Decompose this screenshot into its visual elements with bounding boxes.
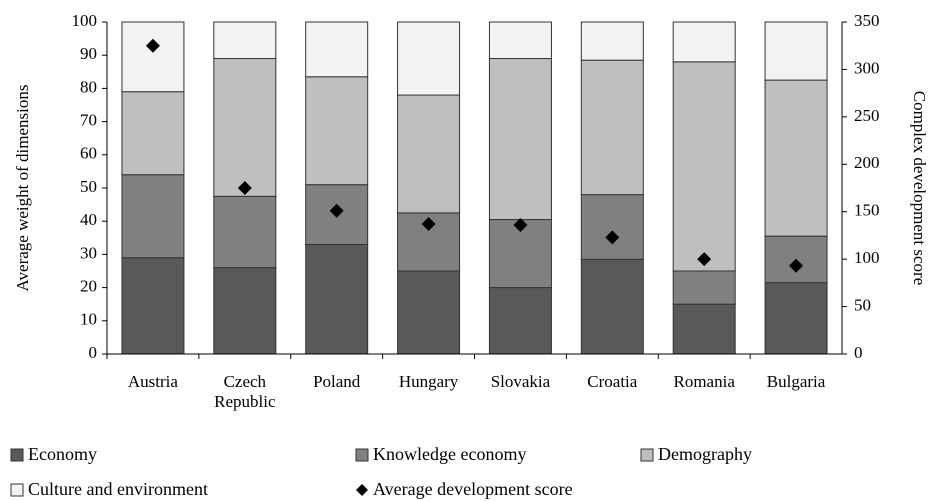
legend-item: Demography [640,444,752,465]
bar-segment [121,174,185,259]
bar-segment [305,243,369,355]
bar-segment [580,194,644,260]
legend-swatch [640,448,654,461]
y2-tick-label: 50 [854,295,871,314]
bar-segment [213,267,277,355]
y2-tick-label: 0 [854,343,863,362]
bar-segment [121,21,185,93]
legend-label: Demography [658,444,752,464]
legend-label: Economy [28,444,97,464]
y2-tick-label: 150 [854,201,880,220]
bar-segment [397,270,461,355]
bar-segment [672,21,736,63]
x-tick-label: Hungary [398,372,459,391]
score-marker [513,217,528,232]
x-tick-label: Poland [313,372,361,391]
score-marker [605,230,620,245]
y2-tick-label: 100 [854,248,880,267]
bar-segment [213,195,277,269]
score-marker [697,252,712,267]
score-marker [789,258,804,273]
legend-swatch [356,483,368,496]
bar-segment [397,94,461,214]
score-marker [237,181,252,195]
score-marker [329,203,344,218]
bar-segment [213,21,277,60]
y2-tick-label: 250 [854,106,880,125]
bar-segment [488,21,552,60]
y-tick-label: 0 [89,343,98,362]
bar-segment [672,303,736,355]
legend-label: Knowledge economy [373,444,527,464]
bar-segment [764,21,828,81]
legend-item: Economy [10,444,97,465]
bar-segment [672,61,736,272]
y-tick-label: 20 [80,277,97,296]
x-tick-label: Czech Republic [214,372,276,411]
y-tick-label: 50 [80,177,97,196]
bar-segment [121,257,185,355]
bar-segment [672,270,736,305]
y-tick-label: 10 [80,310,97,329]
bar-segment [580,21,644,61]
y-tick-label: 100 [72,11,98,30]
y-tick-label: 70 [80,111,97,130]
legend-marker [355,448,369,461]
y-axis-title: Average weight of dimensions [13,85,32,292]
score-marker [421,217,436,232]
bar-segment [305,21,369,78]
bar-segment [213,58,277,197]
y2-tick-label: 200 [854,153,880,172]
bar-segment [580,258,644,355]
y-tick-label: 40 [80,210,97,229]
legend-swatch [355,448,369,461]
legend-item: Knowledge economy [355,444,526,465]
y2-tick-label: 350 [854,11,880,30]
legend-label: Culture and environment [28,479,208,499]
legend-item: Average development score [355,479,573,500]
legend-item: Culture and environment [10,479,208,500]
bar-segment [397,21,461,96]
bar-segment [488,58,552,221]
bar-segment [764,282,828,355]
y-tick-label: 30 [80,243,97,262]
legend-swatch [10,483,24,496]
legend-marker [640,448,654,461]
x-tick-label: Romania [673,372,735,391]
y2-tick-label: 300 [854,58,880,77]
x-tick-label: Croatia [587,372,638,391]
x-tick-label: Slovakia [490,372,551,391]
legend-marker [10,483,24,496]
x-tick-label: Austria [127,372,178,391]
legend-marker [356,483,368,496]
bar-segment [580,59,644,196]
x-tick-label: Bulgaria [766,372,826,391]
legend-swatch [10,448,24,461]
bar-segment [121,91,185,176]
bar-segment [488,287,552,355]
bar-segment [305,76,369,186]
legend-label: Average development score [373,479,573,499]
y2-axis-title: Complex development score [910,91,929,286]
legend-marker [10,448,24,461]
y-tick-label: 60 [80,144,97,163]
y-tick-label: 80 [80,77,97,96]
score-marker [145,38,160,53]
y-tick-label: 90 [80,44,97,63]
bar-segment [764,79,828,237]
